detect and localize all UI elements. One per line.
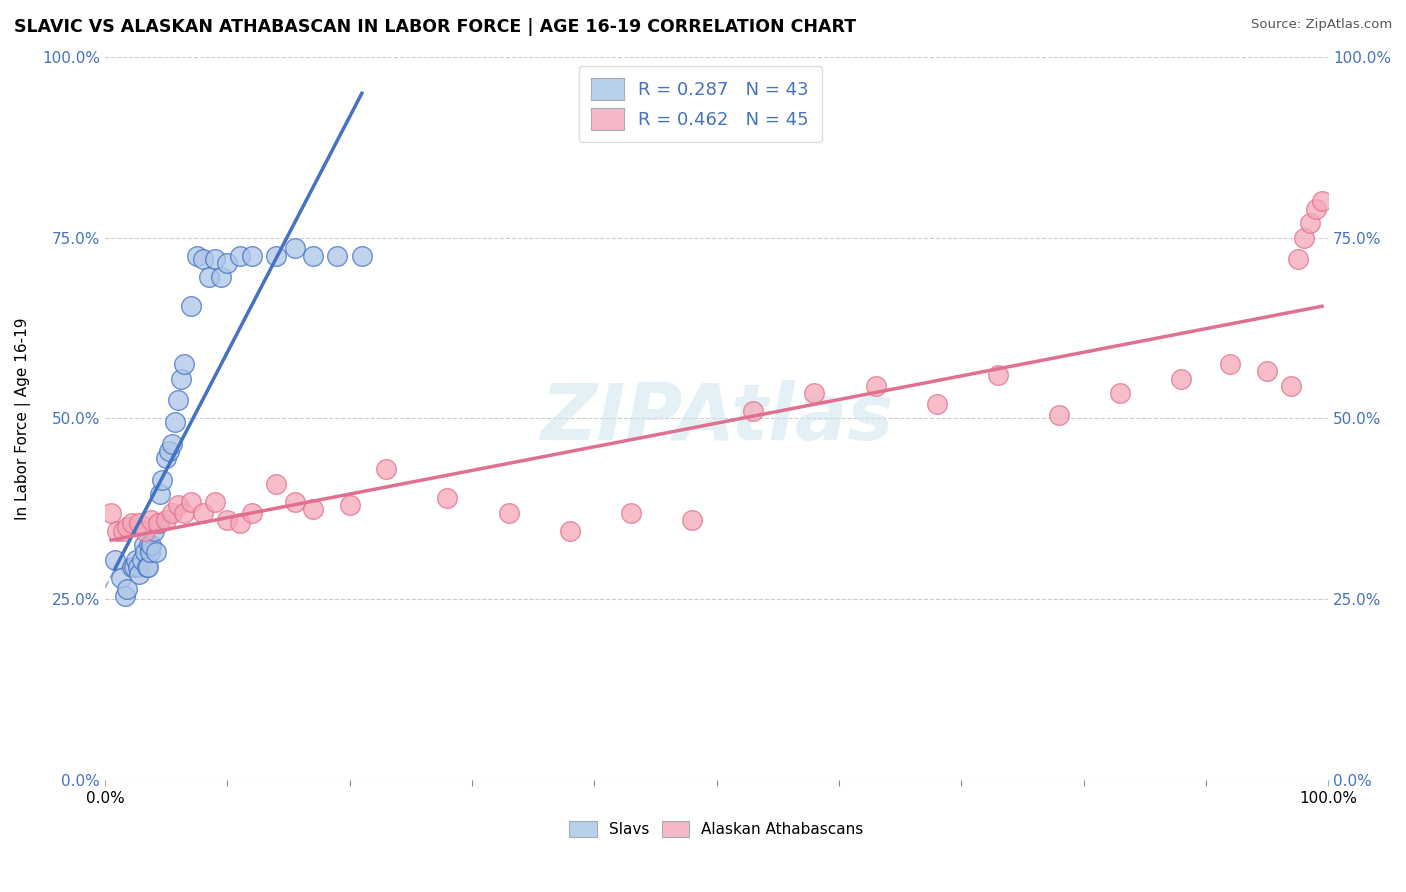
Point — [681, 513, 703, 527]
Point — [110, 571, 132, 585]
Legend: Slavs, Alaskan Athabascans: Slavs, Alaskan Athabascans — [562, 814, 872, 845]
Point — [240, 249, 263, 263]
Point — [1047, 408, 1070, 422]
Point — [104, 552, 127, 566]
Point — [217, 513, 239, 527]
Point — [339, 498, 361, 512]
Point — [326, 249, 349, 263]
Point — [146, 516, 169, 531]
Point — [162, 437, 184, 451]
Point — [264, 249, 287, 263]
Point — [157, 444, 180, 458]
Text: Source: ZipAtlas.com: Source: ZipAtlas.com — [1251, 18, 1392, 31]
Point — [136, 559, 159, 574]
Point — [209, 270, 232, 285]
Point — [139, 545, 162, 559]
Point — [121, 559, 143, 574]
Point — [128, 516, 150, 531]
Point — [191, 506, 214, 520]
Point — [198, 270, 221, 285]
Point — [204, 252, 226, 267]
Point — [141, 538, 163, 552]
Point — [186, 249, 208, 263]
Point — [191, 252, 214, 267]
Point — [228, 516, 250, 531]
Point — [1219, 357, 1241, 371]
Point — [1292, 230, 1315, 244]
Text: SLAVIC VS ALASKAN ATHABASCAN IN LABOR FORCE | AGE 16-19 CORRELATION CHART: SLAVIC VS ALASKAN ATHABASCAN IN LABOR FO… — [14, 18, 856, 36]
Point — [155, 513, 177, 527]
Point — [124, 559, 146, 574]
Point — [127, 559, 149, 574]
Point — [350, 249, 373, 263]
Point — [135, 559, 157, 574]
Point — [124, 552, 146, 566]
Point — [1109, 386, 1132, 401]
Point — [1256, 364, 1278, 378]
Point — [121, 516, 143, 531]
Point — [925, 397, 948, 411]
Point — [284, 242, 307, 256]
Point — [1286, 252, 1309, 267]
Point — [558, 524, 581, 538]
Point — [162, 506, 184, 520]
Point — [865, 379, 887, 393]
Point — [163, 415, 186, 429]
Point — [100, 506, 122, 520]
Point — [987, 368, 1010, 382]
Point — [131, 552, 153, 566]
Text: ZIPAtlas: ZIPAtlas — [540, 381, 893, 457]
Point — [134, 524, 156, 538]
Point — [1170, 372, 1192, 386]
Point — [228, 249, 250, 263]
Point — [284, 494, 307, 508]
Point — [180, 299, 202, 313]
Point — [620, 506, 643, 520]
Point — [149, 487, 172, 501]
Point — [1305, 202, 1327, 216]
Point — [264, 476, 287, 491]
Point — [173, 357, 195, 371]
Point — [742, 404, 765, 418]
Point — [112, 524, 135, 538]
Point — [128, 567, 150, 582]
Point — [105, 524, 128, 538]
Point — [141, 513, 163, 527]
Point — [1281, 379, 1303, 393]
Point — [1299, 216, 1322, 230]
Point — [115, 520, 138, 534]
Point — [167, 393, 190, 408]
Y-axis label: In Labor Force | Age 16-19: In Labor Force | Age 16-19 — [15, 318, 31, 520]
Point — [436, 491, 458, 505]
Point — [1310, 194, 1333, 209]
Point — [173, 506, 195, 520]
Point — [138, 538, 160, 552]
Point — [170, 372, 193, 386]
Point — [114, 589, 136, 603]
Point — [155, 451, 177, 466]
Point — [217, 256, 239, 270]
Point — [132, 538, 155, 552]
Point — [302, 502, 325, 516]
Point — [152, 473, 174, 487]
Point — [375, 462, 398, 476]
Point — [134, 545, 156, 559]
Point — [142, 524, 165, 538]
Point — [180, 494, 202, 508]
Point — [148, 516, 170, 531]
Point — [498, 506, 520, 520]
Point — [302, 249, 325, 263]
Point — [240, 506, 263, 520]
Point — [803, 386, 825, 401]
Point — [115, 582, 138, 596]
Point — [167, 498, 190, 512]
Point — [145, 545, 167, 559]
Point — [204, 494, 226, 508]
